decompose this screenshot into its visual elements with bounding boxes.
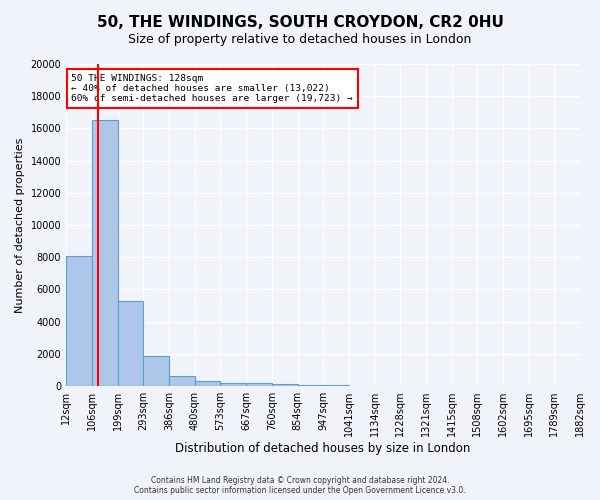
Text: Contains HM Land Registry data © Crown copyright and database right 2024.
Contai: Contains HM Land Registry data © Crown c… bbox=[134, 476, 466, 495]
Text: 50 THE WINDINGS: 128sqm
← 40% of detached houses are smaller (13,022)
60% of sem: 50 THE WINDINGS: 128sqm ← 40% of detache… bbox=[71, 74, 353, 104]
Bar bbox=[66, 256, 92, 386]
Bar bbox=[195, 381, 220, 386]
Bar bbox=[272, 384, 298, 386]
Bar bbox=[298, 385, 323, 386]
Y-axis label: Number of detached properties: Number of detached properties bbox=[15, 138, 25, 312]
Text: 50, THE WINDINGS, SOUTH CROYDON, CR2 0HU: 50, THE WINDINGS, SOUTH CROYDON, CR2 0HU bbox=[97, 15, 503, 30]
Bar bbox=[246, 383, 272, 386]
Bar bbox=[118, 300, 143, 386]
Bar bbox=[143, 356, 169, 386]
X-axis label: Distribution of detached houses by size in London: Distribution of detached houses by size … bbox=[175, 442, 471, 455]
Bar bbox=[220, 382, 246, 386]
Text: Size of property relative to detached houses in London: Size of property relative to detached ho… bbox=[128, 32, 472, 46]
Bar bbox=[92, 120, 118, 386]
Bar bbox=[169, 376, 195, 386]
